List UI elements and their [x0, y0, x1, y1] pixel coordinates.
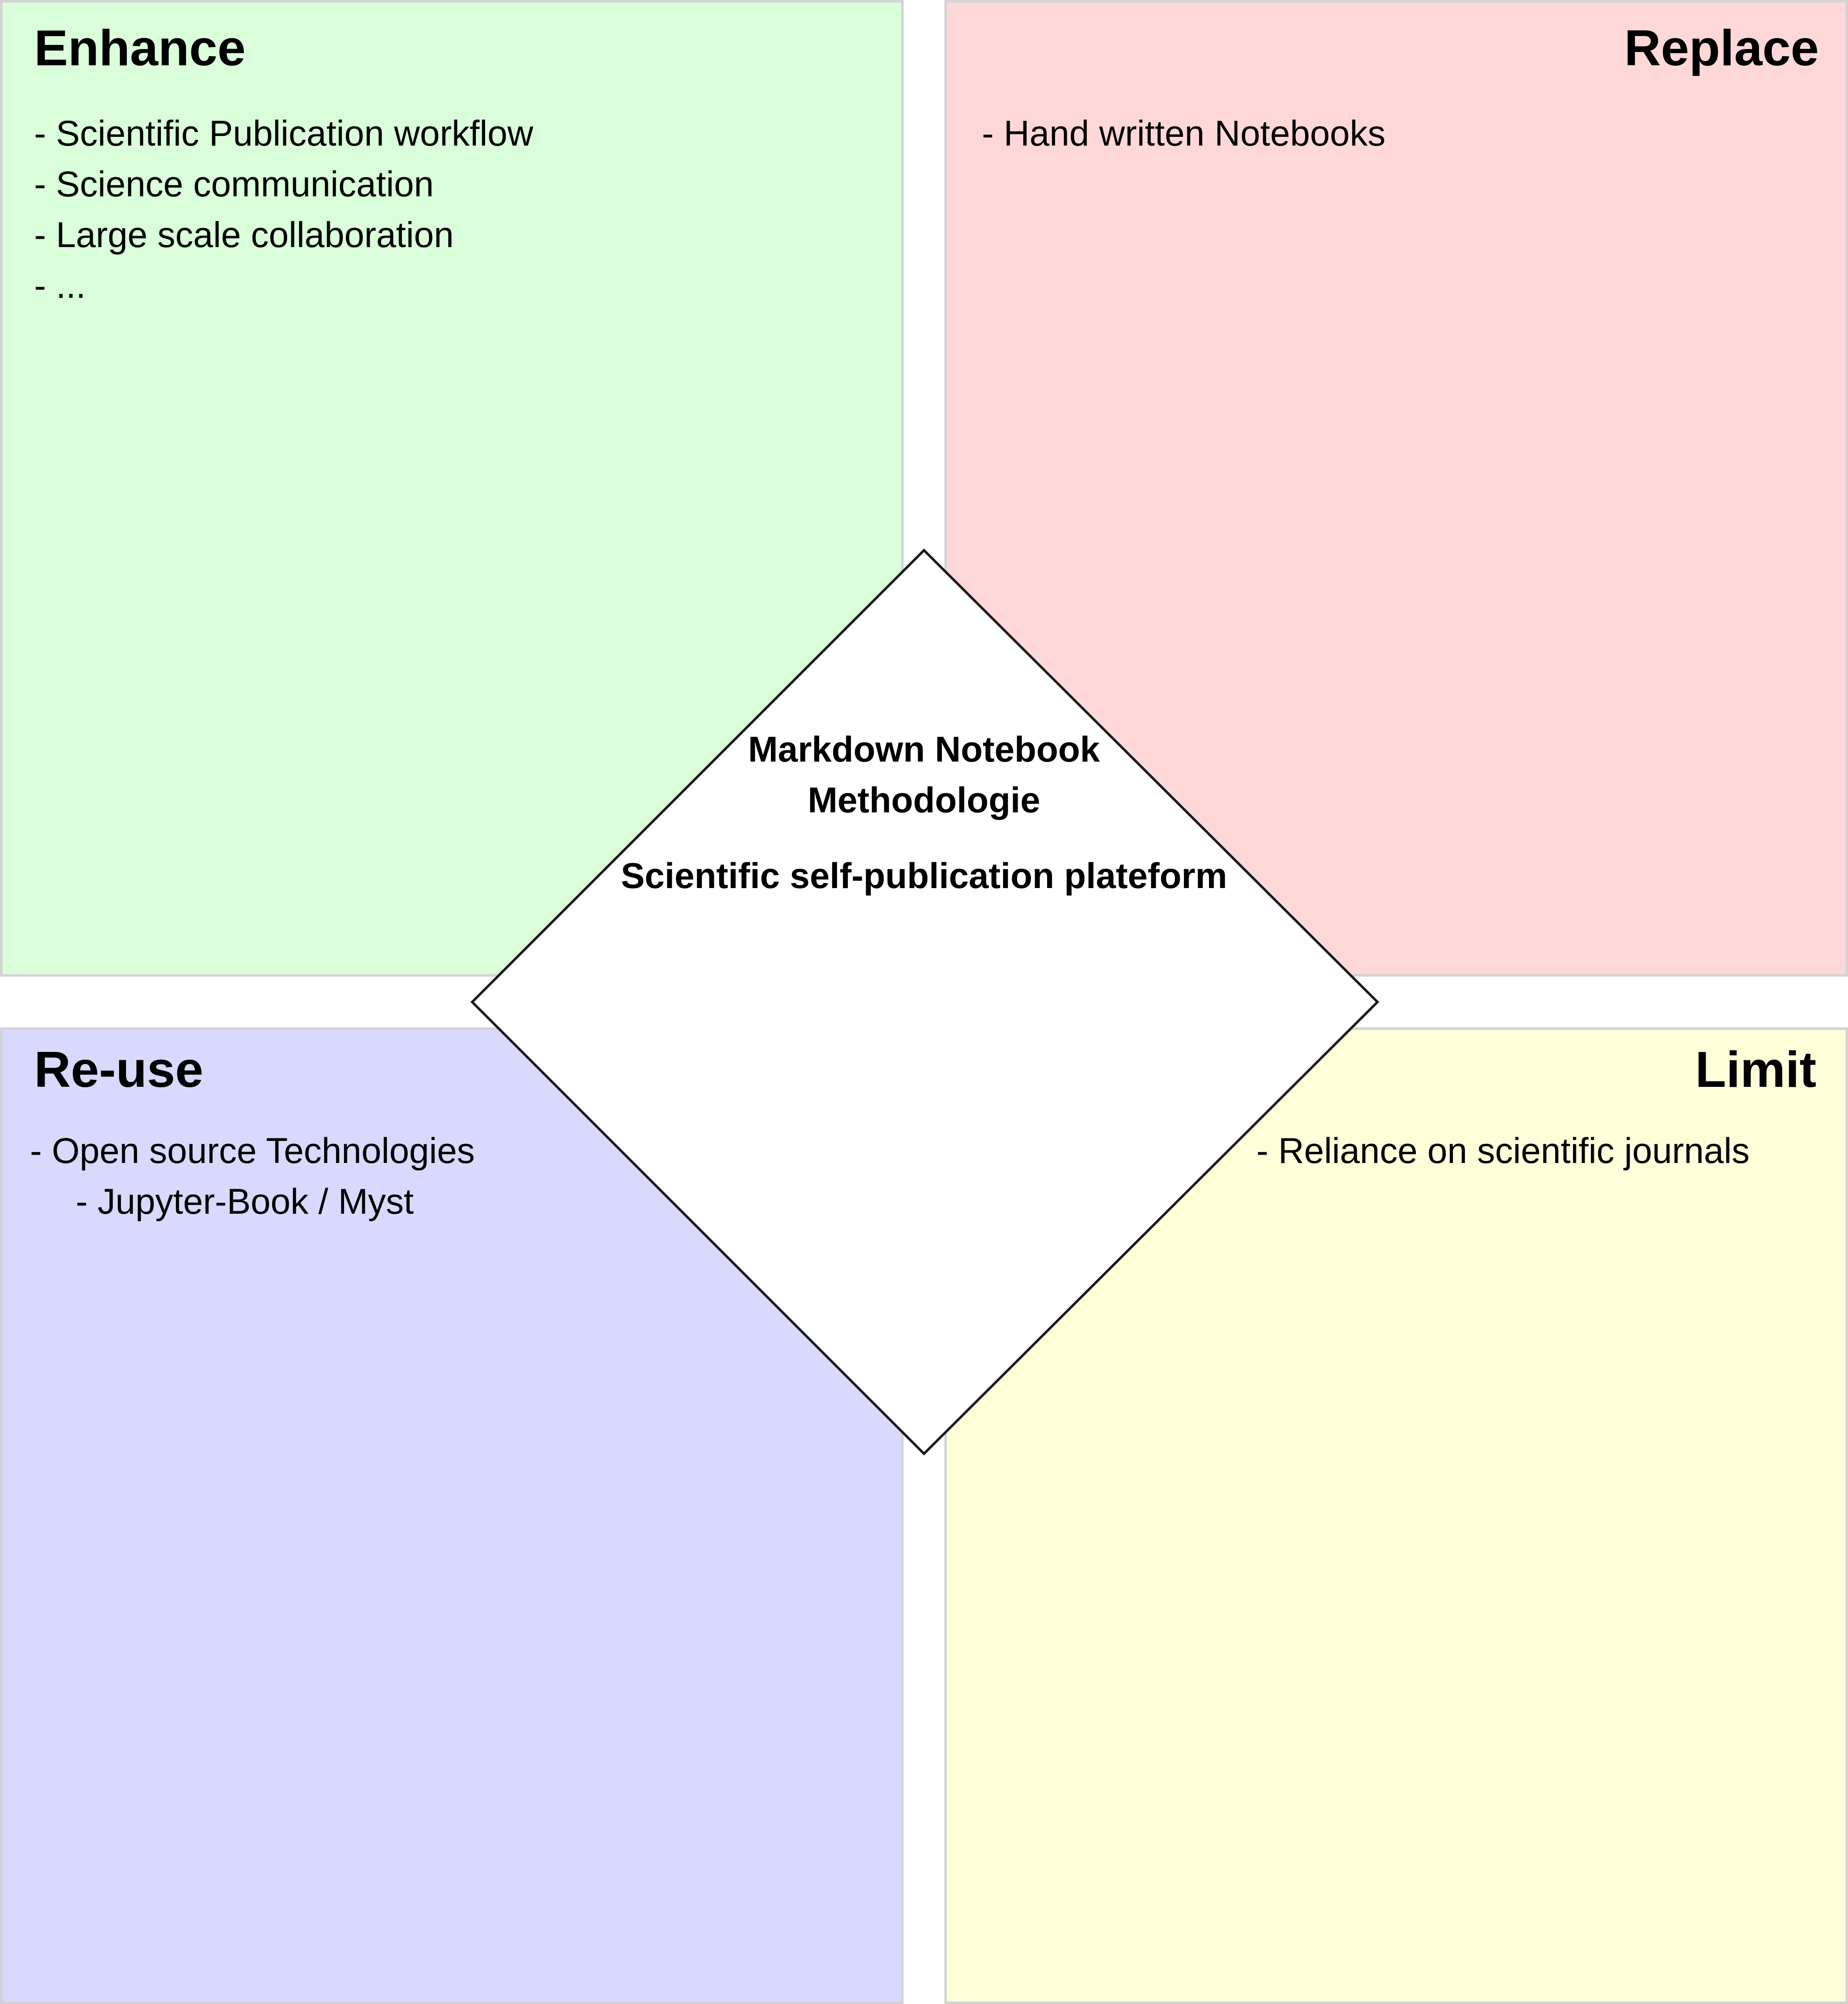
reuse-list: - Open source Technologies - Jupyter-Boo… [30, 1126, 475, 1227]
enhance-item: - Large scale collaboration [34, 215, 454, 255]
limit-item: - Reliance on scientific journals [1256, 1131, 1750, 1171]
enhance-list: - Scientific Publication workflow - Scie… [34, 108, 533, 311]
enhance-item: - Science communication [34, 164, 434, 204]
center-caption: Scientific self-publication plateform [621, 856, 1227, 896]
enhance-item: - ... [34, 266, 86, 306]
reuse-title: Re-use [34, 1041, 203, 1098]
replace-title: Replace [1624, 20, 1819, 76]
reuse-item: - Open source Technologies [30, 1131, 475, 1171]
replace-item: - Hand written Notebooks [982, 114, 1386, 153]
enhance-title: Enhance [34, 20, 246, 76]
enhance-item: - Scientific Publication workflow [34, 114, 533, 153]
limit-title: Limit [1695, 1041, 1816, 1098]
reuse-subitem: - Jupyter-Book / Myst [76, 1182, 414, 1222]
replace-list: - Hand written Notebooks [982, 108, 1385, 159]
limit-list: - Reliance on scientific journals [1256, 1126, 1749, 1176]
center-subtitle: Methodologie [808, 780, 1040, 820]
center-title: Markdown Notebook [748, 730, 1100, 769]
